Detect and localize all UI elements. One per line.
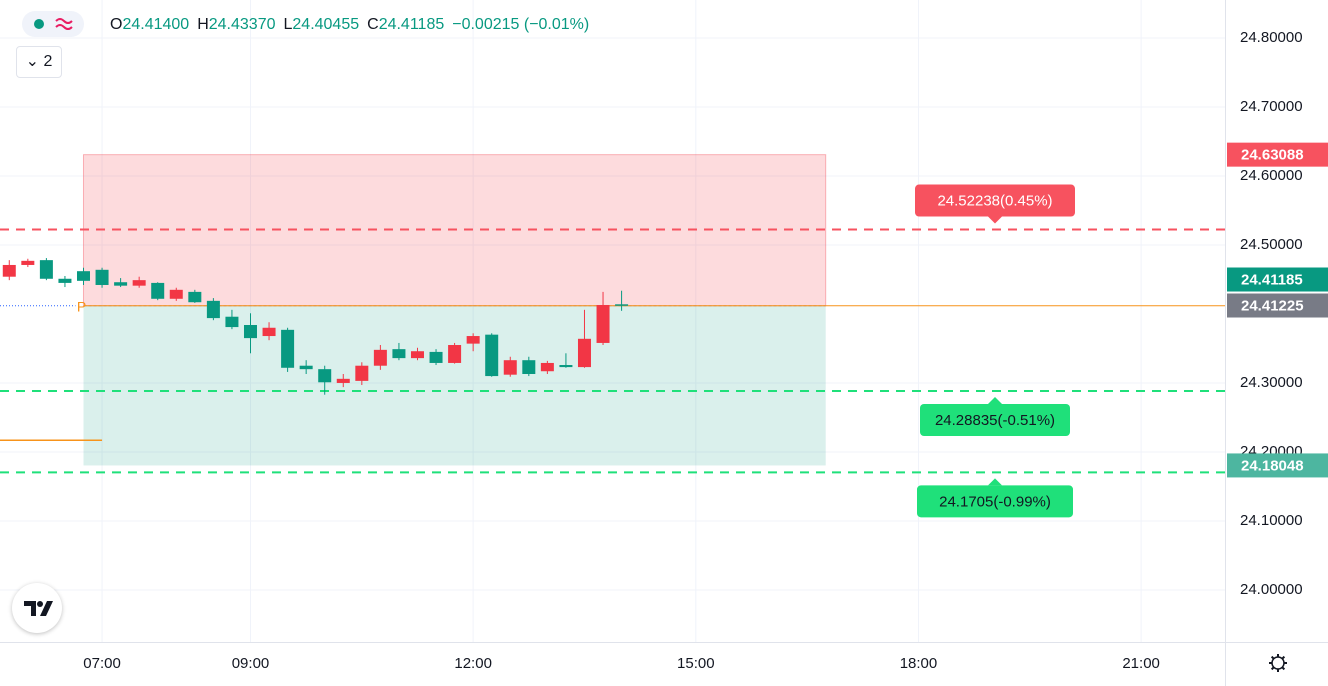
candle-body: [429, 351, 443, 363]
ohlc-key: L: [283, 16, 293, 33]
candle-body: [336, 378, 350, 383]
x-tick-label: 12:00: [454, 655, 492, 672]
candle-body: [615, 304, 629, 306]
price-badge-label: 24.18048: [1241, 457, 1304, 474]
candle-body: [225, 316, 239, 328]
price-badge: [1227, 267, 1328, 292]
y-tick-label: 24.60000: [1240, 167, 1303, 184]
x-tick-label: 21:00: [1122, 655, 1160, 672]
x-tick-label: 07:00: [83, 655, 121, 672]
stop-zone: [83, 305, 826, 466]
indicator-toggle[interactable]: ⌄ 2: [16, 46, 62, 78]
price-badge-label: 24.41185: [1241, 271, 1303, 288]
level-label: 24.52238(0.45%): [937, 192, 1052, 209]
ohlc-value: 24.41185: [378, 16, 445, 33]
ohlc-header: O24.41400 H24.43370 L24.40455 C24.41185 −0.0…: [110, 16, 589, 34]
price-badge-label: 24.63088: [1241, 147, 1304, 164]
y-tick-label: 24.30000: [1240, 374, 1303, 391]
candle-body: [114, 282, 128, 286]
candle-body: [132, 280, 146, 286]
ohlc-key: O: [110, 16, 123, 33]
x-tick-label: 18:00: [900, 655, 938, 672]
market-dot: [34, 19, 44, 29]
gear-tooth: [1281, 655, 1286, 660]
candle-body: [577, 338, 591, 368]
candle-body: [410, 351, 424, 359]
settings-icon[interactable]: [1269, 654, 1287, 672]
indicator-count: 2: [43, 53, 53, 70]
logo-dot: [37, 601, 43, 607]
change: −0.00215 (−0.01%): [452, 16, 590, 33]
candle-body: [503, 360, 517, 375]
tv-logo[interactable]: [12, 583, 62, 633]
ohlc-key: C: [367, 16, 379, 33]
candle-body: [392, 349, 406, 359]
candle-body: [373, 349, 387, 366]
candle-body: [169, 289, 183, 299]
level-label-pointer: [988, 397, 1002, 405]
candle-body: [485, 334, 499, 377]
ohlc-value: 24.41400: [122, 16, 190, 33]
ohlc-key: H: [197, 16, 209, 33]
candle-body: [188, 291, 202, 303]
level-label-box: [920, 404, 1070, 437]
candle-body: [262, 327, 276, 337]
candle-body: [448, 345, 462, 363]
candle-body: [559, 365, 573, 368]
logo-icon: [24, 601, 53, 616]
level-label: 24.1705(-0.99%): [939, 493, 1051, 510]
candle-body: [206, 300, 220, 319]
logo-shape: [24, 601, 53, 616]
y-tick-label: 24.70000: [1240, 98, 1303, 115]
level-label-box: [917, 485, 1073, 518]
candle-body: [39, 260, 53, 279]
price-badge: [1227, 142, 1328, 167]
ohlc-value: 24.40455: [292, 16, 360, 33]
candle-body: [318, 369, 332, 383]
gear-tooth: [1281, 666, 1286, 671]
gear-tooth: [1270, 666, 1275, 671]
y-tick-label: 24.00000: [1240, 581, 1303, 598]
candle-body: [596, 304, 610, 343]
gear-tooth: [1270, 655, 1275, 660]
gear-ring: [1271, 656, 1285, 670]
candle-body: [151, 282, 165, 299]
candle-body: [522, 360, 536, 374]
entry-marker: P: [77, 298, 86, 314]
candle-body: [2, 264, 16, 277]
ohlc-value: 24.43370: [208, 16, 276, 33]
y-tick-label: 24.50000: [1240, 236, 1303, 253]
level-label-box: [915, 184, 1075, 217]
level-label-pointer: [988, 478, 1002, 486]
y-tick-label: 24.80000: [1240, 29, 1303, 46]
candle-body: [466, 336, 480, 344]
candle-body: [355, 365, 369, 381]
status-icons: [34, 18, 73, 30]
y-tick-label: 24.10000: [1240, 512, 1303, 529]
symbol-status[interactable]: [22, 11, 84, 37]
x-tick-label: 09:00: [232, 655, 270, 672]
price-badge-label: 24.41225: [1241, 297, 1304, 314]
delay-icon: [55, 18, 73, 30]
candle-body: [95, 269, 109, 285]
candle-body: [21, 260, 35, 265]
candle-body: [299, 365, 313, 370]
candle-body: [58, 278, 72, 283]
price-badge: [1227, 453, 1328, 478]
candle-body: [281, 329, 295, 368]
level-label: 24.28835(-0.51%): [935, 412, 1055, 429]
price-badge: [1227, 293, 1328, 318]
candle-body: [540, 362, 554, 372]
candle-body: [76, 271, 90, 281]
x-tick-label: 15:00: [677, 655, 715, 672]
candle-body: [243, 325, 257, 339]
level-label-pointer: [988, 216, 1002, 224]
